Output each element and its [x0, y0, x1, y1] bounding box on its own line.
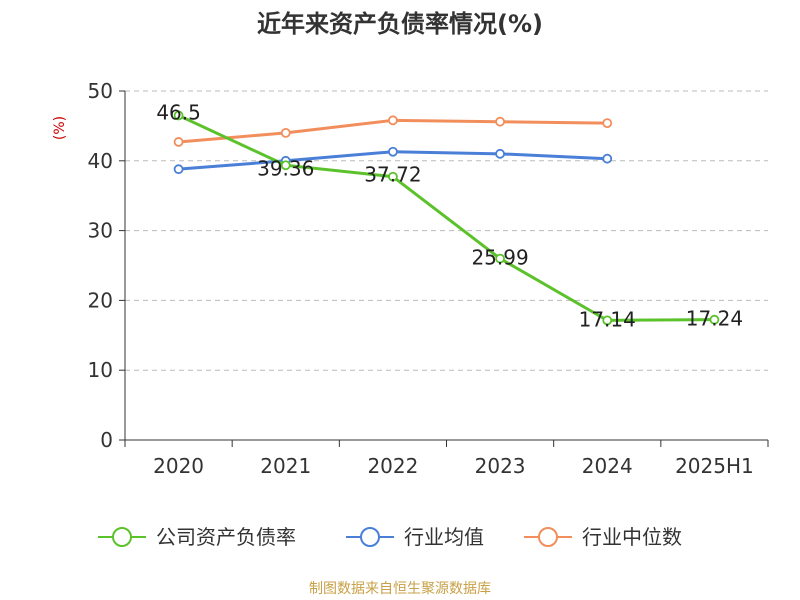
data-point	[388, 171, 398, 182]
legend-label: 公司资产负债率	[156, 525, 296, 549]
data-point	[602, 118, 613, 129]
y-tick-label: 30	[88, 219, 113, 243]
data-label: 17.24	[686, 307, 743, 331]
y-tick-label: 40	[88, 149, 113, 173]
x-tick-label: 2023	[475, 454, 526, 478]
data-point	[495, 116, 505, 127]
data-point	[388, 146, 398, 157]
data-label: 17.14	[579, 307, 636, 331]
y-tick-label: 0	[100, 428, 113, 452]
data-point	[388, 115, 398, 126]
data-point	[495, 253, 505, 264]
legend-marker	[112, 527, 132, 547]
data-point	[602, 153, 613, 164]
data-label: 37.72	[364, 163, 421, 187]
source-note: 制图数据来自恒生聚源数据库	[309, 581, 491, 597]
data-label: 46.5	[156, 100, 201, 124]
legend-label: 行业中位数	[582, 525, 682, 549]
data-label: 25.99	[471, 246, 528, 270]
legend-marker	[538, 527, 558, 547]
y-axis-label: (%)	[52, 116, 68, 140]
chart-title: 近年来资产负债率情况(%)	[257, 10, 543, 38]
data-point	[495, 148, 505, 159]
data-point	[280, 160, 291, 171]
x-tick-label: 2025H1	[675, 454, 754, 478]
y-tick-label: 20	[88, 288, 113, 312]
data-point	[173, 110, 184, 121]
series-line-1	[177, 114, 715, 322]
data-label: 39.36	[257, 156, 314, 180]
data-point	[709, 314, 720, 325]
data-point	[173, 164, 184, 175]
x-tick-label: 2024	[582, 454, 633, 478]
data-point	[280, 127, 291, 138]
x-tick-label: 2022	[367, 454, 418, 478]
data-point	[173, 137, 184, 147]
y-tick-label: 50	[88, 79, 113, 103]
x-tick-label: 2021	[260, 454, 311, 478]
legend-marker	[360, 527, 380, 547]
data-point	[602, 315, 613, 326]
x-tick-label: 2020	[153, 454, 204, 478]
legend-label: 行业均值	[404, 525, 484, 549]
y-tick-label: 10	[88, 358, 113, 382]
